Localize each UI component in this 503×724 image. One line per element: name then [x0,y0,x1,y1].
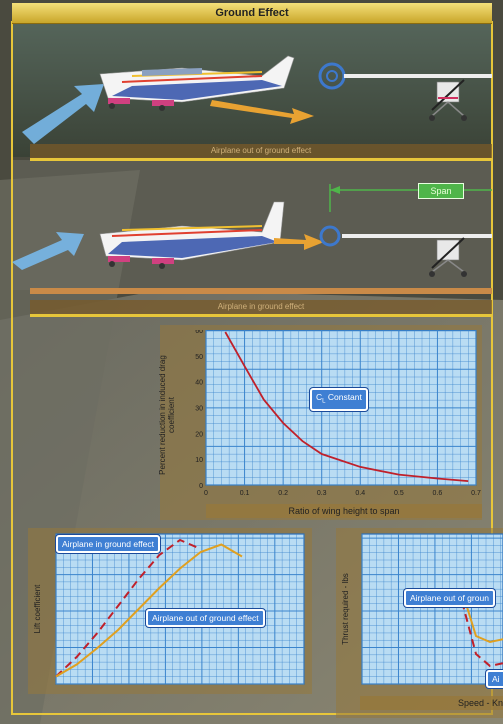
thrust-out-of-ground-callout: Airplane out of groun [404,589,495,607]
in-ground-effect-callout: Airplane in ground effect [56,535,160,553]
plot-background [361,533,503,685]
y-tick-label: 20 [195,431,203,438]
in-ground-effect-caption: Airplane in ground effect [30,300,492,314]
wingtip-vortex-icon [318,62,346,90]
panel-title: Ground Effect [12,3,492,24]
thrust-required-ylabel: Thrust required - lbs [341,573,350,645]
wingtip-vortex-icon [319,225,341,247]
ground-line-middle [30,314,492,317]
out-of-ground-effect-callout: Airplane out of ground effect [146,609,265,627]
ground-surface [30,288,492,294]
airplane-in-ground-effect-scene [12,184,492,277]
thrust-in-ground-curve [461,601,503,668]
x-tick-label: 0.5 [394,490,404,497]
induced-drag-xlabel: Ratio of wing height to span [206,504,482,518]
cessna-front-icon [342,234,492,277]
span-label: Span [418,183,464,199]
thrust-required-plot [361,533,503,685]
y-tick-label: 10 [195,457,203,464]
y-tick-label: 60 [195,330,203,335]
x-tick-label: 0.6 [433,490,443,497]
cessna-front-icon [344,74,492,121]
thrust-required-xlabel: Speed - Kn [360,696,503,710]
downwash-arrow-icon [274,234,324,250]
lift-coefficient-ylabel: Lift coefficient [33,584,42,634]
ground-line-top [30,158,492,161]
airplane-out-of-ground-effect-scene [22,55,492,144]
drag-reduction-curve [224,331,469,483]
y-tick-label: 0 [199,483,203,490]
in-ground-effect-curve [55,538,202,678]
x-tick-label: 0.1 [240,490,250,497]
thrust-required-ylabel-box: Thrust required - lbs [338,540,358,680]
y-tick-label: 30 [195,406,203,413]
out-of-ground-effect-curve [55,543,243,678]
x-tick-label: 0.7 [471,490,481,497]
x-tick-label: 0.3 [317,490,327,497]
lift-coefficient-ylabel-box: Lift coefficient [30,540,50,680]
x-tick-label: 0.4 [355,490,365,497]
induced-drag-ylabel-box: Percent reduction in induced drag coeffi… [158,340,184,490]
thrust-in-ground-callout: Ai [486,670,503,688]
y-tick-label: 50 [195,354,203,361]
x-tick-label: 0.2 [278,490,288,497]
y-tick-label: 40 [195,380,203,387]
cessna-side-icon [99,55,295,111]
x-tick-label: 0 [204,490,208,497]
airflow-arrow-icon [12,232,84,270]
thrust-out-of-ground-curve [461,590,503,644]
cessna-side-icon [99,201,285,269]
downwash-arrow-icon [210,100,314,124]
induced-drag-plot: 0 10 20 30 40 50 60 0 0.1 0.2 0.3 0.4 0.5 0.6 0.7 [195,330,481,497]
airflow-arrow-icon [22,84,104,144]
induced-drag-ylabel: Percent reduction in induced drag coeffi… [158,355,176,475]
out-of-ground-effect-caption: Airplane out of ground effect [30,144,492,158]
cl-constant-label: CL Constant [310,388,368,411]
